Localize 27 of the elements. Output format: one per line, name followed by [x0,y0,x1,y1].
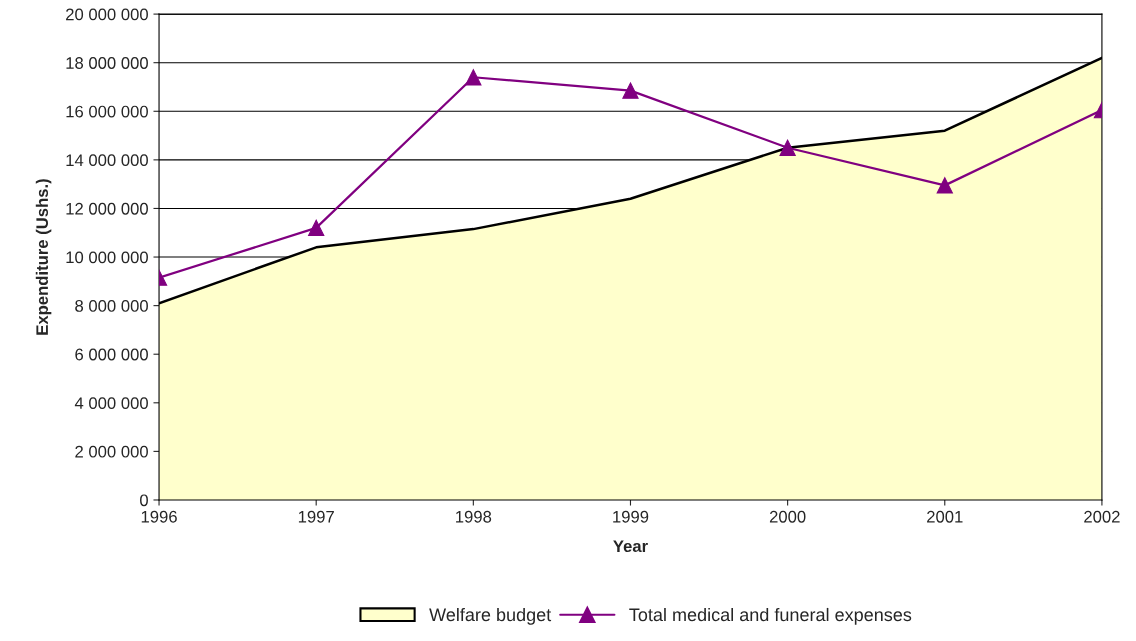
point [308,219,325,237]
x-tick-label: 1997 [298,510,334,523]
x-tick-label: 2002 [1084,510,1120,523]
y-tick-label: 14 000 000 [66,154,148,167]
y-tick-label: 20 000 000 [66,8,148,21]
legend-label: Welfare budget [429,607,552,625]
y-tick-label: 6 000 000 [75,348,148,361]
x-tick-label: 1996 [141,510,177,523]
point [622,82,639,99]
x-tick-label: 2000 [769,510,806,523]
point [779,139,796,156]
x-axis-title: Year [613,540,648,553]
y-tick-label: 2 000 000 [75,445,148,458]
y-tick-label: 18 000 000 [66,57,148,69]
y-tick-label: 8 000 000 [75,300,148,312]
point [936,177,953,194]
x-tick-label: 2001 [927,510,963,523]
point [465,69,482,86]
y-axis-title: Expenditure (Ushs.) [35,179,52,335]
y-tick-label: 0 [140,494,148,507]
legend-label: Total medical and funeral expenses [629,607,912,625]
x-tick-label: 1999 [613,510,649,523]
y-tick-label: 12 000 000 [66,202,148,215]
y-tick-label: 16 000 000 [66,105,148,118]
y-tick-label: 4 000 000 [74,397,148,410]
y-tick-label: 10 000 000 [66,251,148,264]
x-tick-label: 1998 [456,510,492,523]
